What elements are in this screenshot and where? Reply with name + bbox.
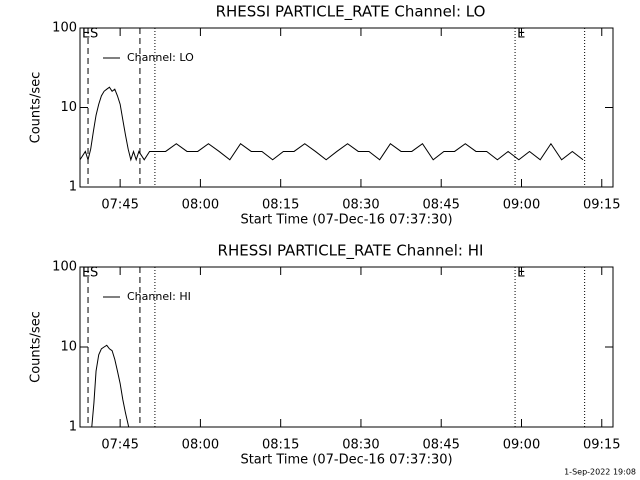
x-axis-label: Start Time (07-Dec-16 07:37:30): [240, 213, 452, 228]
x-tick-label: 08:15: [262, 198, 299, 213]
chart-title: RHESSI PARTICLE_RATE Channel: HI: [218, 242, 484, 261]
x-tick-label: 08:30: [342, 198, 379, 213]
x-tick-label: 09:15: [583, 438, 620, 453]
data-line: [91, 344, 130, 427]
x-tick-label: 07:45: [101, 198, 138, 213]
x-tick-label: 08:15: [262, 438, 299, 453]
x-tick-label: 08:45: [422, 198, 459, 213]
y-tick-label: 10: [60, 100, 77, 115]
marker-label: S: [90, 266, 98, 281]
x-tick-label: 09:15: [583, 198, 620, 213]
x-tick-label: 08:45: [422, 438, 459, 453]
legend-label: Channel: HI: [127, 290, 191, 303]
marker-label: E: [82, 27, 90, 42]
x-tick-label: 09:00: [503, 438, 540, 453]
y-tick-label: 1: [69, 180, 77, 195]
x-tick-label: 08:00: [182, 198, 219, 213]
x-tick-label: 07:45: [101, 438, 138, 453]
y-tick-label: 10: [60, 340, 77, 355]
y-tick-label: 100: [52, 260, 77, 275]
legend-label: Channel: LO: [127, 51, 194, 64]
marker-label: E: [82, 266, 90, 281]
footer: 1-Sep-2022 19:08: [564, 468, 636, 477]
marker-label: S: [90, 27, 98, 42]
x-axis-label: Start Time (07-Dec-16 07:37:30): [240, 453, 452, 468]
x-tick-label: 08:30: [342, 438, 379, 453]
chart-title: RHESSI PARTICLE_RATE Channel: LO: [216, 3, 486, 22]
x-tick-label: 09:00: [503, 198, 540, 213]
plot-frame: [79, 266, 614, 428]
marker-label: E: [517, 266, 525, 281]
y-axis-label: Counts/sec: [29, 72, 44, 144]
data-line: [80, 86, 584, 162]
marker-label: E: [517, 27, 525, 42]
plot-frame: [79, 27, 614, 188]
y-tick-label: 1: [69, 420, 77, 435]
y-axis-label: Counts/sec: [29, 311, 44, 383]
x-tick-label: 08:00: [182, 438, 219, 453]
y-tick-label: 100: [52, 21, 77, 36]
